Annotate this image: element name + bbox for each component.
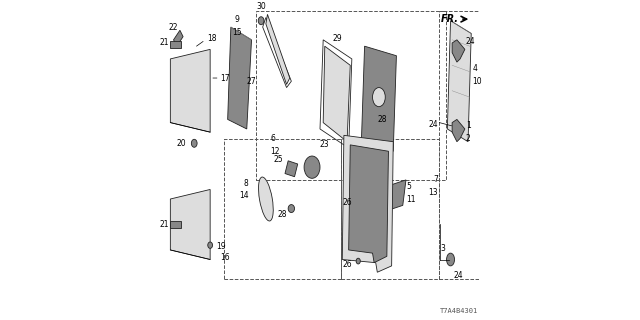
Text: 21: 21 bbox=[159, 220, 169, 229]
Text: 6: 6 bbox=[271, 134, 276, 143]
Polygon shape bbox=[383, 180, 406, 212]
Text: T7A4B4301: T7A4B4301 bbox=[440, 308, 477, 314]
Polygon shape bbox=[452, 40, 465, 62]
Polygon shape bbox=[170, 221, 182, 228]
Polygon shape bbox=[342, 135, 393, 272]
Polygon shape bbox=[170, 189, 210, 260]
Polygon shape bbox=[228, 27, 252, 129]
Text: 29: 29 bbox=[333, 34, 342, 43]
Text: 26: 26 bbox=[342, 198, 352, 207]
Text: 13: 13 bbox=[428, 188, 438, 197]
Polygon shape bbox=[323, 46, 350, 142]
Text: 28: 28 bbox=[378, 115, 387, 124]
Ellipse shape bbox=[304, 156, 320, 178]
Text: 10: 10 bbox=[472, 77, 482, 86]
Text: 15: 15 bbox=[232, 28, 242, 36]
Polygon shape bbox=[285, 161, 298, 177]
Polygon shape bbox=[266, 14, 290, 84]
Text: 25: 25 bbox=[274, 155, 284, 164]
Ellipse shape bbox=[356, 198, 360, 204]
Polygon shape bbox=[170, 41, 182, 48]
Text: 24: 24 bbox=[454, 271, 463, 280]
Text: 16: 16 bbox=[220, 253, 230, 262]
Text: 20: 20 bbox=[177, 139, 186, 148]
Text: 7: 7 bbox=[433, 175, 438, 184]
Text: 12: 12 bbox=[271, 147, 280, 156]
Text: 14: 14 bbox=[239, 191, 248, 200]
Text: FR.: FR. bbox=[440, 14, 458, 24]
Text: 4: 4 bbox=[472, 64, 477, 73]
Text: 3: 3 bbox=[441, 244, 446, 253]
Text: 5: 5 bbox=[406, 182, 411, 191]
Ellipse shape bbox=[191, 139, 197, 147]
Bar bbox=[257, 11, 446, 180]
Text: 24: 24 bbox=[466, 37, 476, 46]
Polygon shape bbox=[452, 119, 465, 142]
Text: 19: 19 bbox=[216, 242, 226, 251]
Text: 9: 9 bbox=[235, 15, 239, 24]
Polygon shape bbox=[362, 46, 396, 151]
Text: 11: 11 bbox=[406, 195, 415, 204]
Bar bbox=[225, 139, 340, 279]
Text: 26: 26 bbox=[342, 260, 352, 269]
Ellipse shape bbox=[372, 88, 385, 107]
Text: 27: 27 bbox=[247, 77, 257, 86]
Text: 22: 22 bbox=[169, 23, 179, 32]
Text: 23: 23 bbox=[320, 140, 330, 149]
Text: 30: 30 bbox=[256, 2, 266, 11]
Ellipse shape bbox=[208, 242, 212, 248]
Text: 24: 24 bbox=[428, 120, 438, 129]
Ellipse shape bbox=[258, 17, 264, 25]
Text: 17: 17 bbox=[220, 74, 230, 83]
Polygon shape bbox=[349, 145, 388, 263]
Polygon shape bbox=[170, 49, 210, 132]
Text: 1: 1 bbox=[466, 121, 470, 130]
Ellipse shape bbox=[288, 204, 294, 212]
Polygon shape bbox=[447, 21, 471, 142]
Text: 8: 8 bbox=[244, 179, 248, 188]
Text: 28: 28 bbox=[277, 211, 287, 220]
Polygon shape bbox=[173, 30, 183, 46]
Ellipse shape bbox=[259, 177, 273, 221]
Text: 21: 21 bbox=[159, 38, 169, 47]
Ellipse shape bbox=[356, 258, 360, 264]
Bar bbox=[440, 11, 479, 279]
Text: 18: 18 bbox=[207, 34, 216, 43]
Text: 2: 2 bbox=[466, 134, 470, 143]
Bar bbox=[340, 139, 440, 279]
Ellipse shape bbox=[447, 253, 454, 266]
